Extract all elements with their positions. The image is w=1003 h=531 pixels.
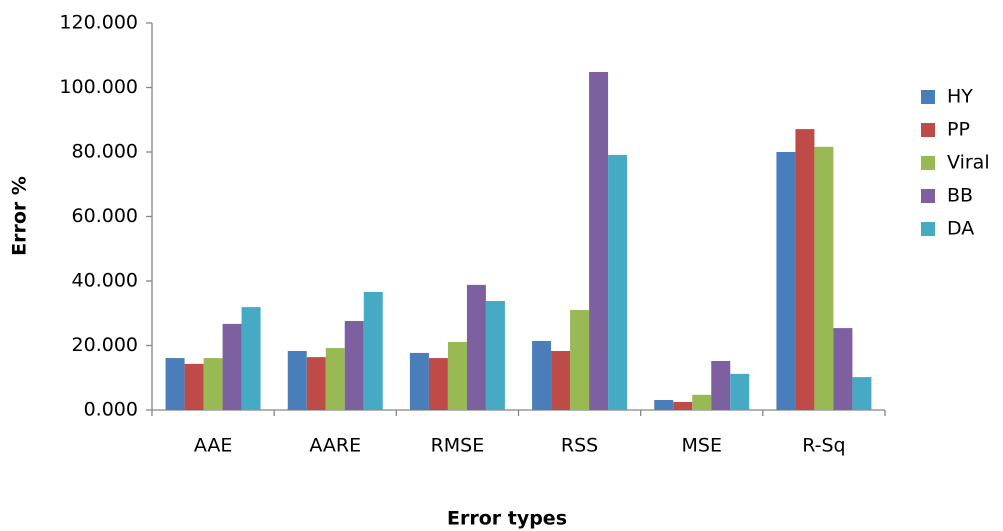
legend-label: BB	[947, 185, 973, 207]
y-tick-label: 100.000	[59, 76, 138, 98]
bar	[325, 348, 345, 410]
bar	[203, 358, 223, 410]
bar	[589, 72, 609, 411]
bar	[551, 350, 571, 410]
legend-swatch	[921, 123, 935, 137]
bar	[165, 358, 185, 410]
legend-swatch	[921, 222, 935, 236]
bar	[795, 129, 815, 411]
legend-label: Viral	[947, 152, 990, 174]
y-tick-label: 20.000	[72, 334, 138, 356]
legend-label: HY	[947, 86, 973, 108]
bar	[730, 373, 750, 410]
bar	[833, 328, 853, 410]
bar	[814, 146, 834, 410]
y-tick-label: 0.000	[84, 399, 138, 421]
x-tick-label: RSS	[561, 435, 598, 457]
x-tick-label: AAE	[194, 435, 233, 457]
y-tick-label: 80.000	[72, 141, 138, 163]
bar	[466, 284, 486, 410]
bar	[222, 323, 242, 410]
x-tick-label: MSE	[682, 435, 722, 457]
legend-swatch	[921, 156, 935, 170]
bar	[428, 358, 448, 410]
legend-label: PP	[947, 119, 970, 141]
bar	[485, 300, 505, 410]
bar	[852, 377, 872, 410]
bar	[241, 307, 261, 410]
legend-swatch	[921, 90, 935, 104]
bar	[608, 154, 628, 410]
x-tick-label: AARE	[309, 435, 361, 457]
bar	[692, 394, 712, 410]
bar	[570, 310, 590, 410]
bar	[344, 320, 364, 410]
x-tick-label: RMSE	[431, 435, 485, 457]
bar	[184, 363, 204, 410]
y-tick-label: 40.000	[72, 270, 138, 292]
bar	[306, 357, 326, 410]
bar	[654, 400, 674, 410]
bar	[776, 152, 796, 410]
bar	[409, 352, 429, 410]
y-tick-label: 120.000	[59, 12, 138, 34]
x-tick-label: R-Sq	[802, 435, 845, 457]
bar	[363, 291, 383, 410]
y-tick-label: 60.000	[72, 205, 138, 227]
bar	[447, 341, 467, 410]
bar	[287, 350, 307, 410]
bar	[711, 360, 731, 410]
legend-label: DA	[947, 218, 974, 240]
legend-swatch	[921, 189, 935, 203]
bar	[673, 401, 693, 410]
y-axis-title: Error %	[9, 176, 31, 256]
bar	[532, 340, 552, 410]
x-axis-title: Error types	[447, 508, 567, 530]
